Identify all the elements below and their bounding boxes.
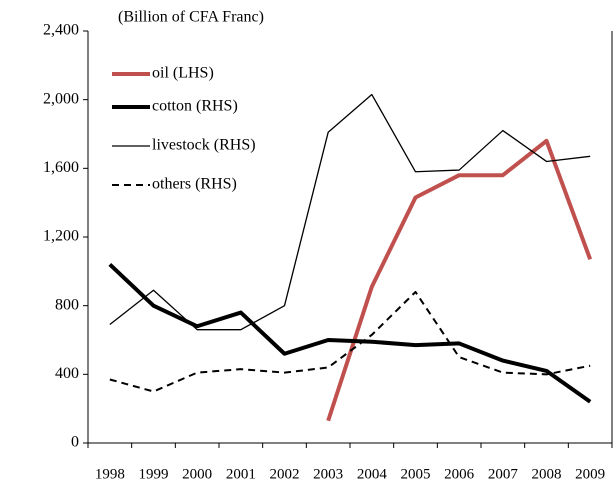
y-tick-label: 400	[55, 365, 79, 382]
x-tick-label: 2005	[401, 466, 431, 482]
legend-label: livestock (RHS)	[152, 137, 256, 154]
x-tick-label: 2002	[270, 466, 300, 482]
y-tick-label: 800	[55, 296, 79, 313]
x-tick-label: 2006	[444, 466, 475, 482]
y-tick-label: 1,600	[43, 159, 79, 176]
x-tick-label: 2004	[357, 466, 388, 482]
legend-label: others (RHS)	[152, 176, 237, 193]
chart-subtitle: (Billion of CFA Franc)	[118, 9, 264, 26]
x-tick-label: 2007	[488, 466, 519, 482]
legend-label: oil (LHS)	[152, 65, 214, 82]
y-tick-label: 2,000	[43, 90, 79, 107]
y-tick-label: 2,400	[43, 22, 79, 39]
x-tick-label: 2008	[532, 466, 562, 482]
series-line	[109, 93, 591, 331]
x-tick-label: 1998	[95, 466, 125, 482]
x-tick-label: 2009	[575, 466, 605, 482]
x-tick-label: 1999	[139, 466, 169, 482]
x-tick-label: 2003	[313, 466, 343, 482]
x-tick-label: 2000	[182, 466, 212, 482]
y-tick-label: 0	[71, 434, 79, 451]
x-tick-label: 2001	[226, 466, 256, 482]
series-line	[326, 138, 593, 422]
legend-label: cotton (RHS)	[152, 98, 238, 115]
y-tick-label: 1,200	[43, 228, 79, 245]
series-line	[108, 263, 592, 404]
series-line	[109, 290, 591, 393]
